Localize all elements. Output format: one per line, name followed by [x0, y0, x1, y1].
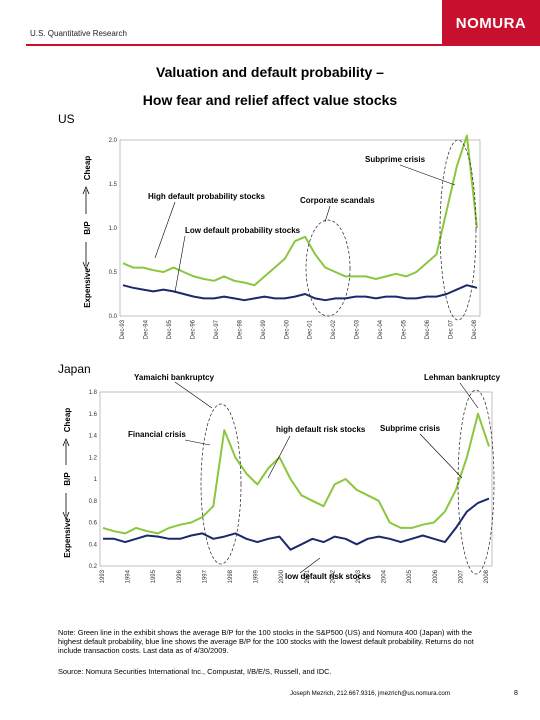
annotation-leader	[184, 439, 211, 446]
annotation-label: low default risk stocks	[285, 572, 371, 581]
y-tick-label: 2.0	[109, 138, 118, 144]
plot-frame	[119, 139, 481, 317]
x-tick-label: Dec-05	[402, 319, 408, 339]
plot-frame	[99, 391, 493, 567]
annotation-leader	[174, 235, 186, 293]
x-tick-label: Dec-95	[167, 319, 173, 339]
y-tick-label: 1.5	[109, 182, 118, 188]
page-title-line1: Valuation and default probability –	[156, 64, 384, 80]
annotation-label: Financial crisis	[128, 430, 186, 439]
annotation-label: Subprime crisis	[380, 424, 441, 433]
annotation-leader	[419, 433, 463, 479]
side-label-cheap: Cheap	[83, 156, 92, 181]
y-tick-label: 0.4	[89, 542, 98, 548]
annotation-leader	[154, 201, 176, 259]
annotation-label: Corporate scandals	[300, 196, 375, 205]
annotation-label: Lehman bankruptcy	[424, 373, 501, 382]
x-tick-label: Dec-06	[425, 319, 431, 339]
section-label: U.S. Quantitative Research	[30, 29, 127, 38]
x-tick-label: 2000	[279, 569, 285, 583]
x-tick-label: 2001	[305, 569, 311, 583]
header-rule	[26, 44, 442, 46]
x-tick-label: 1997	[202, 569, 208, 583]
highlight-ellipse	[457, 389, 495, 575]
annotation-leader	[267, 435, 291, 479]
x-tick-label: Dec-02	[331, 319, 337, 339]
y-tick-label: 1.8	[89, 390, 98, 396]
y-tick-label: 1.4	[89, 434, 98, 440]
side-label-expensive: Expensive	[83, 268, 92, 308]
x-tick-label: 2007	[458, 569, 464, 583]
annotation-leader	[459, 382, 479, 409]
x-tick-label: Dec-94	[143, 319, 149, 339]
annotation-leader	[299, 557, 321, 574]
y-tick-label: 0.8	[89, 499, 98, 505]
highlight-ellipse	[439, 139, 477, 321]
x-tick-label: Dec-04	[378, 319, 384, 339]
series-line-low-default	[122, 284, 478, 302]
x-tick-label: 2004	[382, 569, 388, 583]
y-tick-label: 1	[94, 477, 98, 483]
side-label-expensive: Expensive	[63, 518, 72, 558]
highlight-ellipse	[200, 403, 242, 565]
annotation-label: High default probability stocks	[148, 192, 265, 201]
annotation-leader	[399, 164, 456, 186]
x-tick-label: 1994	[126, 569, 132, 583]
y-tick-label: 0.2	[89, 564, 98, 570]
side-label-bp: B/P	[83, 221, 92, 235]
x-tick-label: 1998	[228, 569, 234, 583]
y-tick-label: 0.6	[89, 521, 98, 527]
page-number: 8	[514, 690, 518, 697]
series-line-high-default	[102, 412, 490, 535]
footer-contact: Joseph Mezrich, 212.667.9316, jmezrich@u…	[290, 690, 451, 697]
annotation-label: Low default probability stocks	[185, 226, 301, 235]
side-label-bp: B/P	[63, 472, 72, 486]
x-tick-label: 2002	[330, 569, 336, 583]
x-tick-label: 1993	[100, 569, 106, 583]
annotation-label: Subprime crisis	[365, 155, 426, 164]
annotation-leader	[174, 381, 213, 409]
x-tick-label: Dec-01	[308, 319, 314, 339]
x-tick-label: Dec-93	[120, 319, 126, 339]
y-tick-label: 0.0	[109, 314, 118, 320]
series-line-low-default	[103, 497, 490, 551]
x-tick-label: 1999	[254, 569, 260, 583]
annotation-label: high default risk stocks	[276, 425, 366, 434]
arrow-down-head	[62, 511, 70, 521]
source-text: Source: Nomura Securities International …	[58, 667, 332, 676]
x-tick-label: 2008	[484, 569, 490, 583]
region-label-japan: Japan	[58, 362, 91, 376]
x-tick-label: 2003	[356, 569, 362, 583]
x-tick-label: 1995	[151, 569, 157, 583]
highlight-ellipse	[305, 219, 351, 317]
x-tick-label: Dec-03	[355, 319, 361, 339]
annotation-leader	[324, 205, 331, 223]
region-label-us: US	[58, 112, 75, 126]
x-tick-label: Dec-98	[237, 319, 243, 339]
side-label-cheap: Cheap	[63, 408, 72, 433]
y-tick-label: 0.5	[109, 270, 118, 276]
x-tick-label: Dec-00	[284, 319, 290, 339]
x-tick-label: 2005	[407, 569, 413, 583]
x-tick-label: 2006	[433, 569, 439, 583]
chart-note: Note: Green line in the exhibit shows th…	[58, 628, 474, 655]
y-tick-label: 1.2	[89, 455, 98, 461]
x-tick-label: Dec-08	[472, 319, 478, 339]
nomura-logo: NOMURA	[442, 0, 540, 46]
x-tick-label: 1996	[177, 569, 183, 583]
x-tick-label: Dec-97	[214, 319, 220, 339]
series-line-high-default	[122, 134, 478, 287]
x-tick-label: Dec-96	[190, 319, 196, 339]
y-tick-label: 1.6	[89, 412, 98, 418]
arrow-down-head	[82, 261, 90, 271]
y-tick-label: 1.0	[109, 226, 118, 232]
page-title-line2: How fear and relief affect value stocks	[142, 92, 398, 108]
arrow-up-head	[62, 437, 70, 447]
annotation-label: Yamaichi bankruptcy	[134, 373, 215, 382]
x-tick-label: Dec 07	[449, 319, 455, 339]
x-tick-label: Dec-99	[261, 319, 267, 339]
arrow-up-head	[82, 185, 90, 195]
